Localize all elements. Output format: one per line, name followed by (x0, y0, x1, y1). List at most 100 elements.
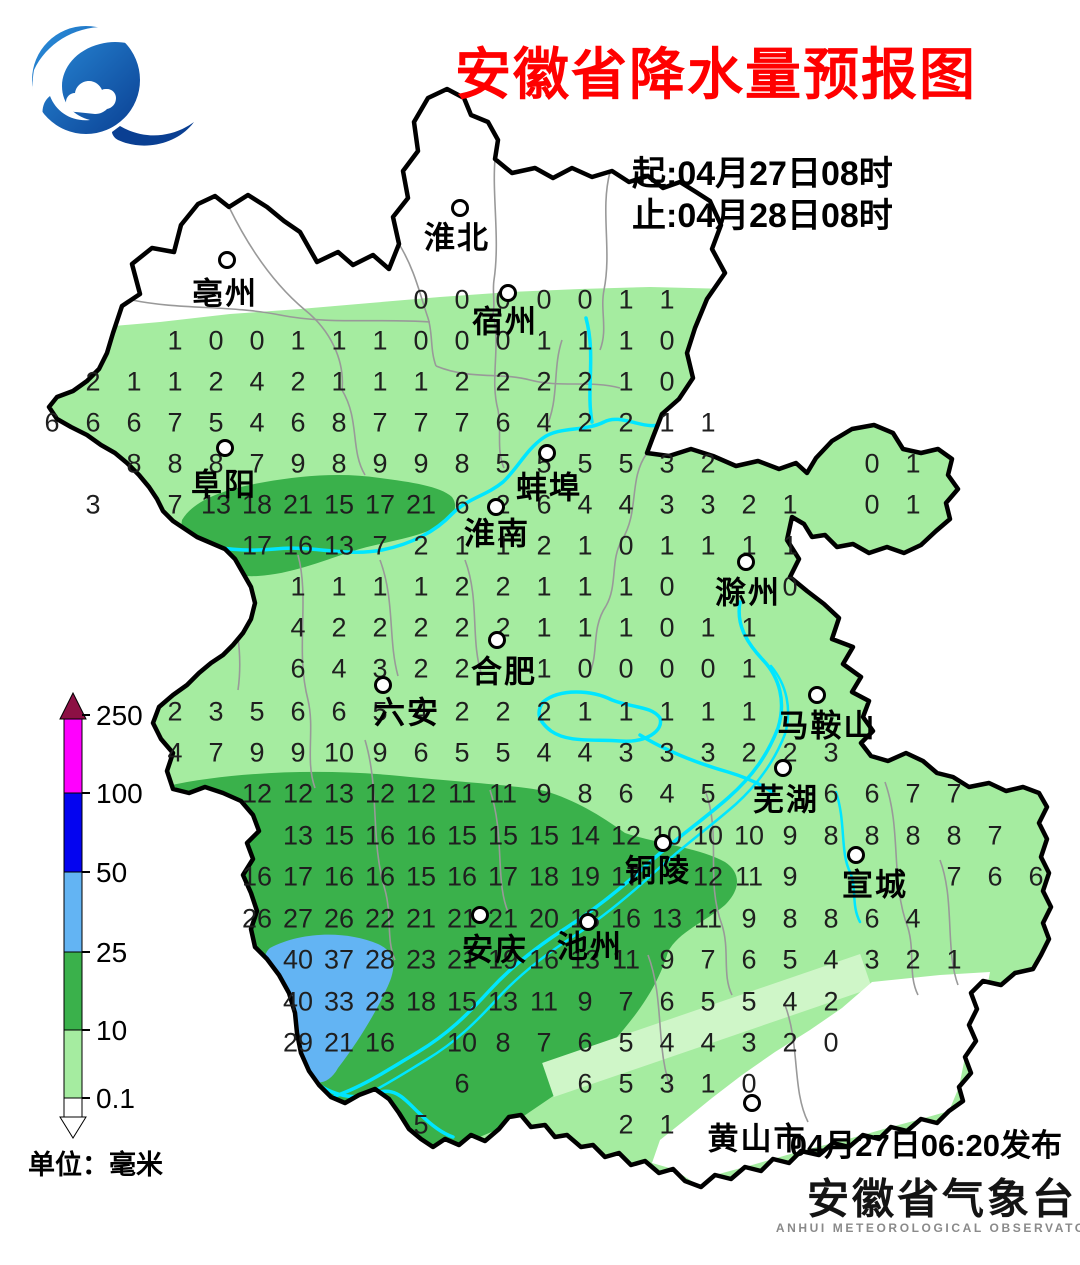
grid-value: 8 (495, 1027, 511, 1058)
legend-segment (63, 718, 83, 794)
grid-value: 1 (659, 530, 675, 561)
grid-value: 18 (528, 861, 560, 892)
grid-value: 16 (241, 861, 273, 892)
rain-contour-stripe-southeast (542, 953, 872, 1098)
grid-value: 11 (529, 986, 559, 1017)
city-dot-淮北 (451, 199, 469, 217)
grid-value: 18 (241, 489, 273, 520)
grid-value: 2 (700, 448, 716, 479)
grid-value: 37 (323, 944, 355, 975)
city-label-亳州: 亳州 (192, 276, 258, 312)
grid-value: 6 (454, 489, 470, 520)
grid-value: 1 (331, 325, 347, 356)
legend-tick-label: 250 (96, 700, 143, 731)
grid-value: 2 (85, 366, 101, 397)
grid-value: 1 (618, 612, 634, 643)
city-dot-宣城 (847, 846, 865, 864)
grid-value: 7 (700, 944, 716, 975)
grid-value: 13 (323, 778, 355, 809)
grid-value: 5 (700, 986, 716, 1017)
grid-value: 2 (413, 653, 429, 684)
grid-value: 17 (610, 861, 642, 892)
grid-value: 1 (618, 325, 634, 356)
grid-value: 17 (282, 861, 314, 892)
grid-value: 2 (454, 653, 470, 684)
grid-value: 1 (536, 325, 552, 356)
grid-value: 2 (413, 530, 429, 561)
grid-value: 11 (693, 903, 723, 934)
grid-value: 0 (741, 1068, 757, 1099)
grid-value: 7 (454, 407, 470, 438)
grid-value: 2 (782, 1027, 798, 1058)
legend-segment (63, 792, 83, 873)
grid-value: 19 (569, 861, 601, 892)
logo-swirl (32, 26, 162, 126)
grid-value: 2 (823, 986, 839, 1017)
chaohu-lake (537, 690, 663, 743)
grid-value: 12 (364, 778, 396, 809)
grid-value: 6 (577, 1068, 593, 1099)
grid-value: 15 (446, 820, 478, 851)
grid-value: 13 (200, 489, 232, 520)
grid-value: 1 (782, 530, 798, 561)
city-label-合肥: 合肥 (471, 654, 537, 690)
grid-value: 6 (85, 407, 101, 438)
grid-value: 1 (700, 1068, 716, 1099)
grid-value: 11 (611, 944, 641, 975)
grid-value: 15 (528, 820, 560, 851)
grid-value: 1 (372, 571, 388, 602)
grid-value: 4 (167, 737, 183, 768)
city-label-淮南: 淮南 (464, 516, 530, 552)
grid-value: 2 (618, 1109, 634, 1140)
grid-value: 6 (659, 986, 675, 1017)
grid-value: 4 (823, 944, 839, 975)
city-label-黄山市: 黄山市 (707, 1121, 807, 1157)
grid-value: 1 (741, 653, 757, 684)
grid-value: 1 (577, 696, 593, 727)
city-dot-滁州 (737, 553, 755, 571)
grid-value: 16 (405, 820, 437, 851)
grid-value: 16 (323, 861, 355, 892)
forecast-period-end: 止:04月28日08时 (632, 197, 893, 235)
grid-value: 4 (536, 737, 552, 768)
grid-value: 16 (610, 903, 642, 934)
legend-tick-label: 50 (96, 857, 127, 888)
grid-value: 13 (487, 986, 519, 1017)
grid-value: 5 (577, 448, 593, 479)
grid-value: 3 (659, 1068, 675, 1099)
grid-value: 6 (126, 407, 142, 438)
grid-value: 1 (372, 325, 388, 356)
grid-value: 1 (700, 407, 716, 438)
grid-value: 6 (741, 944, 757, 975)
grid-value: 8 (454, 448, 470, 479)
grid-value: 1 (618, 571, 634, 602)
city-dot-池州 (579, 913, 597, 931)
grid-value: 8 (126, 448, 142, 479)
grid-value: 29 (282, 1027, 314, 1058)
grid-value: 15 (323, 489, 355, 520)
grid-value: 1 (536, 571, 552, 602)
grid-value: 2 (454, 612, 470, 643)
grid-value: 9 (372, 448, 388, 479)
grid-value: 1 (413, 571, 429, 602)
grid-value: 0 (618, 530, 634, 561)
grid-value: 8 (167, 448, 183, 479)
grid-value: 7 (372, 530, 388, 561)
grid-value: 1 (618, 696, 634, 727)
grid-value: 4 (577, 489, 593, 520)
grid-value: 0 (618, 653, 634, 684)
city-dot-安庆 (471, 906, 489, 924)
grid-value: 2 (577, 366, 593, 397)
grid-value: 4 (290, 612, 306, 643)
grid-value: 6 (413, 737, 429, 768)
grid-value: 21 (487, 903, 519, 934)
grid-value: 1 (454, 530, 470, 561)
city-dot-亳州 (218, 251, 236, 269)
grid-value: 0 (659, 325, 675, 356)
grid-value: 7 (946, 778, 962, 809)
fei-river (584, 316, 594, 424)
grid-value: 0 (454, 325, 470, 356)
grid-value: 16 (364, 861, 396, 892)
grid-value: 1 (741, 696, 757, 727)
